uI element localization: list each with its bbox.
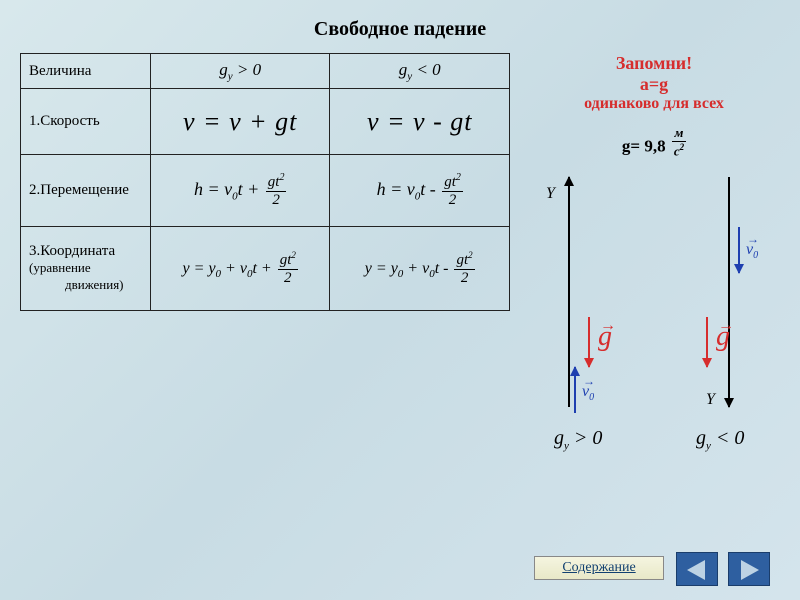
same-for-all: одинаково для всех	[528, 95, 780, 113]
formula-y-pos: y = y0 + v0t + gt22	[150, 227, 330, 311]
a-equals-g: a=g	[528, 74, 780, 95]
v0-label-right: →v0	[746, 241, 758, 261]
vector-diagrams: Y →g →v0 Y →g →v0 gy > 0 gy < 0	[528, 167, 780, 467]
formula-table: Величина gy > 0 gy < 0 1.Скорость v = v …	[20, 53, 510, 311]
g-vector-right	[706, 317, 708, 367]
right-panel: Запомни! a=g одинаково для всех g= 9,8 м…	[510, 53, 780, 467]
table-header-row: Величина gy > 0 gy < 0	[21, 54, 510, 89]
toc-button[interactable]: Содержание	[534, 556, 664, 580]
nav-next-button[interactable]	[728, 552, 770, 586]
formula-v-pos: v = v + gt	[150, 89, 330, 155]
condition-gy-pos: gy > 0	[554, 427, 602, 452]
y-axis-label-right: Y	[706, 391, 715, 409]
formula-h-neg: h = v0t - gt22	[330, 155, 510, 227]
table-row: 1.Скорость v = v + gt v = v - gt	[21, 89, 510, 155]
formula-h-pos: h = v0t + gt22	[150, 155, 330, 227]
g-label-right: →g	[716, 321, 730, 353]
header-gy-pos: gy > 0	[150, 54, 330, 89]
page-title: Свободное падение	[0, 0, 800, 41]
g-value: g= 9,8 мс2	[528, 125, 780, 159]
header-gy-neg: gy < 0	[330, 54, 510, 89]
formula-y-neg: y = y0 + v0t - gt22	[330, 227, 510, 311]
row-label-displacement: 2.Перемещение	[21, 155, 151, 227]
v0-vector-left	[574, 367, 576, 413]
g-label-left: →g	[598, 321, 612, 353]
nav-prev-button[interactable]	[676, 552, 718, 586]
row-label-velocity: 1.Скорость	[21, 89, 151, 155]
v0-label-left: →v0	[582, 383, 594, 403]
condition-gy-neg: gy < 0	[696, 427, 744, 452]
axis-y-right	[728, 177, 730, 407]
v0-vector-right	[738, 227, 740, 273]
header-quantity: Величина	[21, 54, 151, 89]
g-vector-left	[588, 317, 590, 367]
formula-v-neg: v = v - gt	[330, 89, 510, 155]
formula-table-wrap: Величина gy > 0 gy < 0 1.Скорость v = v …	[20, 53, 510, 467]
table-row: 2.Перемещение h = v0t + gt22 h = v0t - g…	[21, 155, 510, 227]
table-row: 3.Координата (уравнение движения) y = y0…	[21, 227, 510, 311]
main-content: Величина gy > 0 gy < 0 1.Скорость v = v …	[0, 41, 800, 467]
row-label-coordinate: 3.Координата (уравнение движения)	[21, 227, 151, 311]
y-axis-label-left: Y	[546, 185, 555, 203]
remember-label: Запомни!	[528, 53, 780, 74]
